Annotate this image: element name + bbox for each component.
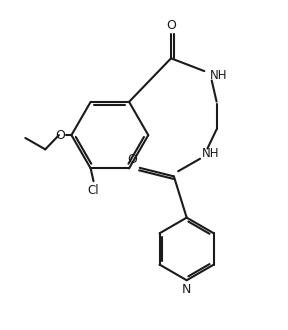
Text: NH: NH [209,69,227,82]
Text: O: O [55,129,65,142]
Text: NH: NH [202,147,220,160]
Text: N: N [182,282,191,296]
Text: O: O [128,153,137,166]
Text: Cl: Cl [88,184,99,197]
Text: O: O [166,19,176,32]
